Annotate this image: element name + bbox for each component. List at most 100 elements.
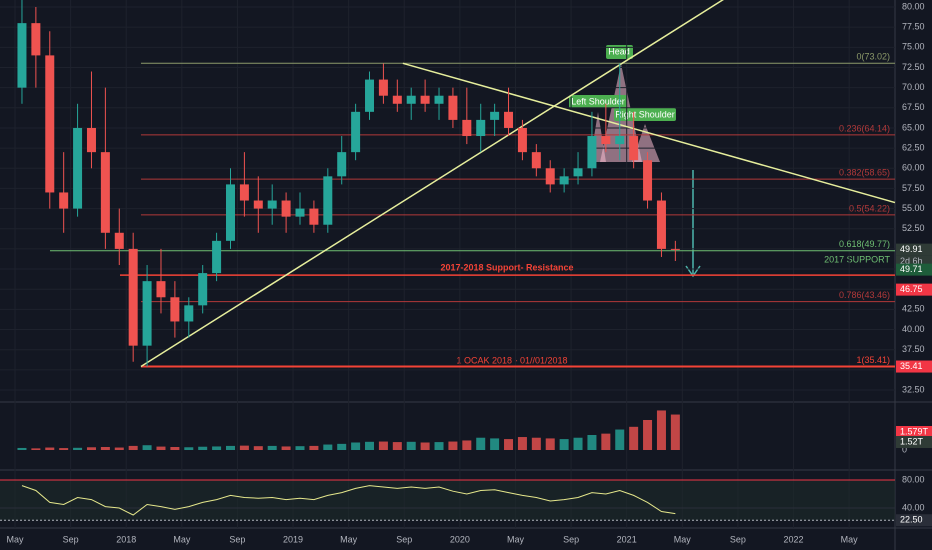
volume-bar xyxy=(670,414,680,450)
candle-body xyxy=(462,119,472,137)
candle-body xyxy=(59,192,69,209)
y-tick-label: 80.00 xyxy=(902,1,925,11)
x-tick-label: 2021 xyxy=(617,534,637,544)
candle-body xyxy=(587,136,597,169)
volume-bar xyxy=(406,441,416,450)
volume-bar xyxy=(378,441,388,450)
candle-body xyxy=(406,95,416,104)
x-tick-label: May xyxy=(841,534,859,544)
volume-bar xyxy=(212,446,222,450)
candle-body xyxy=(378,79,388,96)
candle-body xyxy=(351,111,361,153)
candle-body xyxy=(267,200,277,209)
x-tick-label: Sep xyxy=(396,534,412,544)
volume-bar xyxy=(490,438,500,450)
x-tick-label: 2018 xyxy=(116,534,136,544)
candle-body xyxy=(670,248,680,250)
left-shoulder-label: Left Shoulder xyxy=(571,96,625,106)
support-label: 2017-2018 Support- Resistance xyxy=(440,262,573,272)
fib-label: 0.618(49.77) xyxy=(839,239,890,249)
price-tag xyxy=(896,360,932,373)
candle-body xyxy=(490,111,500,120)
y-tick-label: 42.50 xyxy=(902,304,925,314)
candle-body xyxy=(531,152,541,169)
volume-bar xyxy=(281,446,291,450)
y-tick-label: 37.50 xyxy=(902,344,925,354)
volume-bar xyxy=(545,438,555,450)
volume-bar xyxy=(559,439,569,450)
countdown-box xyxy=(896,255,932,267)
candle-body xyxy=(128,248,138,346)
y-tick-label: 32.50 xyxy=(902,384,925,394)
volume-bar xyxy=(170,447,180,450)
trend-line xyxy=(402,62,896,204)
candle-body xyxy=(184,305,194,322)
volume-bar xyxy=(323,444,333,450)
volume-bar xyxy=(365,441,375,450)
volume-bar xyxy=(573,437,583,450)
x-tick-label: Sep xyxy=(63,534,79,544)
volume-bar xyxy=(31,448,41,450)
candle-body xyxy=(198,273,208,306)
candle-body xyxy=(504,111,514,128)
candle-body xyxy=(86,127,96,153)
x-tick-label: Sep xyxy=(229,534,245,544)
candle-body xyxy=(73,127,83,209)
volume-bar xyxy=(295,446,305,450)
volume-bar xyxy=(392,442,402,450)
volume-bar xyxy=(337,443,347,450)
candle-body xyxy=(281,200,291,217)
fib-label: 0.5(54.22) xyxy=(849,203,890,213)
volume-bar xyxy=(114,447,124,450)
candle-body xyxy=(253,200,263,209)
price-tag-label: 46.75 xyxy=(900,284,923,294)
volume-bar xyxy=(86,447,96,450)
y-tick-label: 62.50 xyxy=(902,142,925,152)
volume-bar xyxy=(73,447,83,450)
volume-bar xyxy=(225,445,235,450)
candle-body xyxy=(239,184,249,201)
price-tag xyxy=(896,426,932,438)
volume-bar xyxy=(434,442,444,450)
fib-label: 0.236(64.14) xyxy=(839,123,890,133)
volume-bar xyxy=(504,439,514,450)
price-tag-label: 49.71 xyxy=(900,264,923,274)
volume-bar xyxy=(59,448,69,450)
candle-body xyxy=(629,136,639,161)
x-tick-label: 2020 xyxy=(450,534,470,544)
y-tick-label: 75.00 xyxy=(902,42,925,52)
candle-body xyxy=(17,23,27,88)
y-tick-label: 77.50 xyxy=(902,22,925,32)
candle-body xyxy=(559,176,569,185)
x-tick-label: Sep xyxy=(563,534,579,544)
volume-bar xyxy=(643,420,653,450)
rsi-band xyxy=(0,479,895,521)
price-tag-label: 22.50 xyxy=(900,515,923,525)
y-tick-label: 40.00 xyxy=(902,324,925,334)
volume-bar xyxy=(476,437,486,450)
price-tag xyxy=(896,283,932,296)
candle-body xyxy=(323,176,333,225)
fib-label: 1(35.41) xyxy=(856,355,890,365)
y-tick-label: 72.50 xyxy=(902,62,925,72)
candle-body xyxy=(337,152,347,177)
candle-body xyxy=(545,168,555,185)
price-tag xyxy=(896,514,932,527)
candle-body xyxy=(170,297,180,322)
volume-bar xyxy=(615,429,625,450)
y-tick-label: 40.00 xyxy=(902,502,925,512)
right-shoulder-box xyxy=(614,108,676,121)
x-tick-label: May xyxy=(173,534,191,544)
x-tick-label: 2022 xyxy=(784,534,804,544)
candle-body xyxy=(448,95,458,120)
x-tick-label: May xyxy=(340,534,358,544)
volume-bar xyxy=(462,440,472,450)
price-tag xyxy=(896,263,932,276)
trend-line xyxy=(140,0,724,368)
volume-bar xyxy=(239,445,249,450)
y-tick-label: 52.50 xyxy=(902,223,925,233)
candle-body xyxy=(114,232,124,249)
volume-bar xyxy=(517,437,527,450)
y-tick-label: 0 xyxy=(902,444,907,454)
price-tag-label: 1.579T xyxy=(900,426,929,436)
